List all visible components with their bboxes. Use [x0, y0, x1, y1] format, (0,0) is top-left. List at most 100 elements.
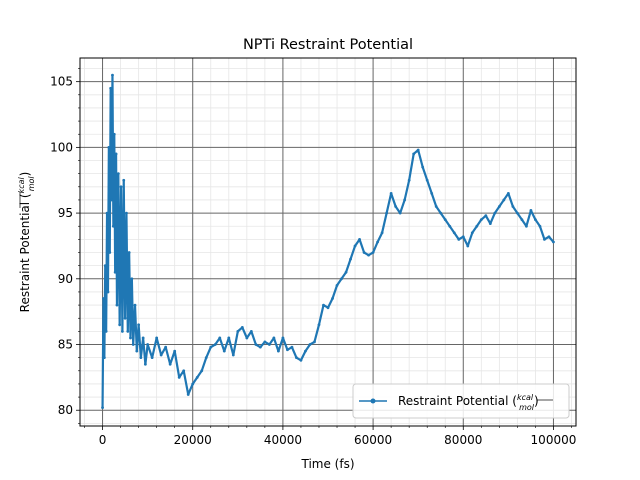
data-point: [331, 297, 334, 300]
data-point: [267, 343, 271, 346]
data-point: [112, 132, 116, 136]
data-point: [299, 358, 303, 362]
data-point: [452, 231, 456, 235]
data-point: [398, 211, 402, 215]
data-point: [118, 323, 122, 327]
data-point: [245, 336, 249, 340]
data-point: [204, 356, 208, 360]
data-point: [525, 224, 528, 228]
data-point: [129, 336, 132, 340]
data-point: [127, 251, 131, 254]
data-point: [461, 235, 465, 239]
data-point: [340, 277, 343, 281]
series-layer: [101, 73, 555, 409]
data-point: [249, 329, 253, 333]
data-point: [394, 205, 398, 208]
data-point: [421, 165, 425, 169]
x-tick-label: 100000: [531, 433, 577, 447]
data-point: [380, 231, 384, 235]
x-tick-label: 40000: [264, 433, 302, 447]
data-point: [143, 362, 147, 366]
data-point: [344, 270, 348, 274]
data-point: [107, 145, 111, 149]
y-axis-label-unit-num: kcal: [17, 176, 26, 193]
data-point: [497, 205, 501, 208]
data-point: [213, 343, 217, 346]
data-point: [263, 340, 267, 344]
data-point: [322, 303, 325, 307]
data-point: [146, 343, 150, 346]
data-point: [131, 343, 135, 346]
data-point: [515, 211, 519, 215]
data-point: [111, 73, 114, 77]
data-point: [434, 205, 438, 208]
data-point: [108, 251, 112, 254]
y-tick-label: 85: [58, 338, 73, 352]
y-axis-label-main: Restraint Potential (: [18, 193, 32, 312]
data-point: [177, 375, 181, 379]
y-axis-label-unit-den: mol: [27, 176, 36, 192]
y-tick-label: 95: [58, 206, 73, 220]
major-grid: [80, 58, 576, 426]
data-point: [113, 270, 117, 274]
data-point: [520, 218, 524, 222]
data-point: [407, 178, 411, 182]
data-point: [102, 297, 105, 300]
data-point: [335, 283, 339, 287]
data-point: [115, 303, 119, 307]
data-point: [173, 349, 177, 353]
data-point: [317, 323, 321, 327]
data-point: [502, 198, 506, 202]
data-point: [236, 329, 240, 333]
y-tick-label: 80: [58, 403, 73, 417]
data-point: [191, 382, 195, 386]
data-point: [439, 211, 443, 215]
legend-label-end: ): [534, 394, 539, 408]
data-point: [443, 218, 447, 222]
data-point: [358, 237, 361, 241]
y-tick-label: 100: [50, 140, 73, 154]
minor-grid: [80, 58, 576, 426]
data-point: [141, 336, 145, 340]
data-point: [119, 185, 123, 189]
data-point: [362, 251, 366, 254]
data-point: [222, 349, 226, 353]
data-point: [102, 356, 106, 360]
data-point: [475, 224, 479, 228]
data-point: [110, 198, 113, 202]
data-point: [290, 345, 294, 349]
data-point: [295, 356, 298, 360]
data-point: [326, 306, 330, 310]
data-point: [425, 178, 429, 182]
legend-label-unit-num: kcal: [517, 393, 534, 402]
svg-text:Restraint Potential (kcalmol): Restraint Potential (kcalmol): [17, 172, 36, 313]
data-point: [159, 353, 163, 357]
data-point: [353, 244, 357, 248]
data-point: [137, 323, 141, 327]
data-point: [506, 191, 510, 195]
x-tick-label: 60000: [354, 433, 392, 447]
data-point: [209, 345, 213, 349]
data-point: [281, 336, 285, 340]
data-point: [470, 231, 474, 235]
data-point: [371, 251, 375, 254]
axis-ticks: 0 20000 40000 60000 80000 100000 80 85 90 95 100 10…: [50, 68, 577, 447]
data-point: [412, 152, 416, 156]
data-point: [168, 362, 172, 366]
data-point: [534, 218, 537, 222]
data-point: [155, 336, 159, 340]
data-point: [385, 211, 389, 215]
data-point: [125, 211, 128, 215]
data-point: [150, 356, 154, 360]
data-point: [403, 198, 407, 202]
legend: Restraint Potential (kcal mol): [352, 383, 570, 419]
data-point: [286, 348, 289, 352]
x-tick-label: 0: [99, 433, 107, 447]
data-point: [488, 222, 492, 226]
data-point: [466, 244, 470, 248]
chart-title: NPTi Restraint Potential: [243, 37, 413, 53]
data-point: [135, 349, 139, 353]
y-tick-label: 105: [50, 75, 73, 89]
data-point: [120, 329, 124, 333]
